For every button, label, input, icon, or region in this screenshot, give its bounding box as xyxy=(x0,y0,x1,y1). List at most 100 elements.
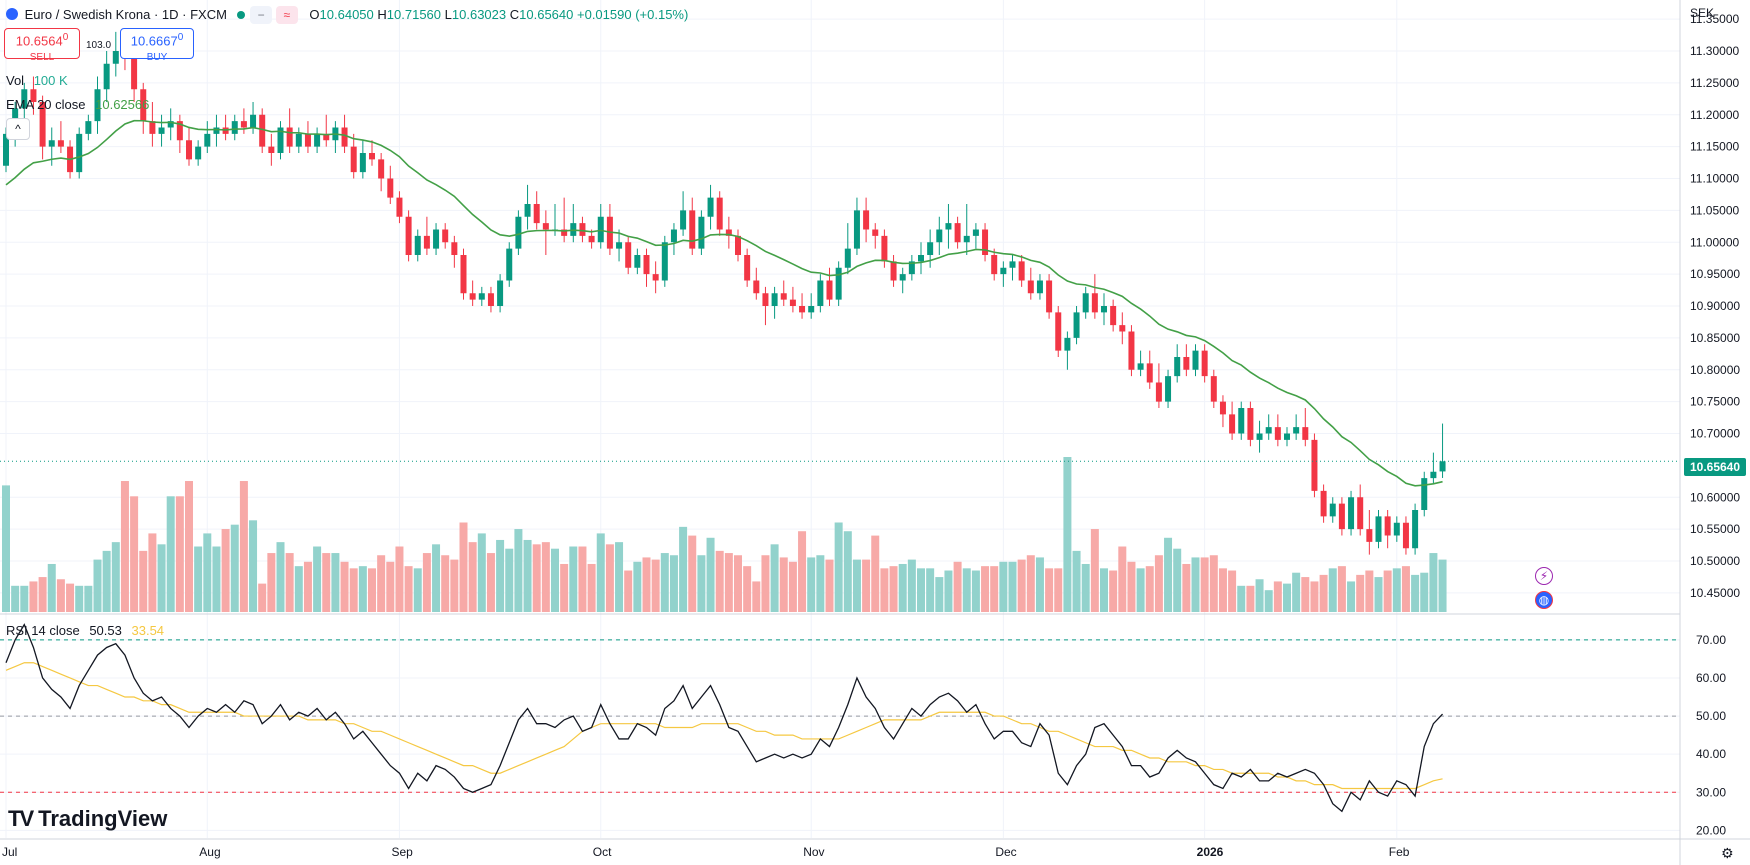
volume-bar xyxy=(75,585,84,612)
candle-body xyxy=(231,121,238,134)
candle-body xyxy=(286,127,293,147)
volume-bar xyxy=(917,568,925,612)
rsi-axis-label: 60.00 xyxy=(1696,671,1726,685)
candle-body xyxy=(1338,503,1345,530)
candle-body xyxy=(1201,350,1208,377)
currency-selector[interactable]: SEK xyxy=(1690,6,1714,20)
candle-body xyxy=(680,210,687,230)
volume-bar xyxy=(1164,537,1173,612)
candle-body xyxy=(1384,516,1391,536)
volume-bar xyxy=(1319,574,1328,612)
volume-bar xyxy=(1063,457,1072,612)
candle-body xyxy=(1430,471,1437,479)
candle-body xyxy=(1284,433,1290,440)
candle-body xyxy=(94,89,101,122)
tradingview-logo[interactable]: TV TradingView xyxy=(8,806,167,832)
volume-bar xyxy=(1411,574,1420,612)
approx-button[interactable]: ≈ xyxy=(275,6,298,24)
candle-body xyxy=(433,229,440,249)
volume-bar xyxy=(130,496,139,612)
candle-body xyxy=(1064,337,1071,351)
buy-button[interactable]: 10.66670 BUY xyxy=(120,28,194,63)
candle-body xyxy=(85,121,92,134)
candle-body xyxy=(1110,306,1117,326)
volume-bar xyxy=(185,481,193,612)
volume-bar xyxy=(20,585,29,612)
sell-label: SELL xyxy=(29,52,55,64)
candle-body xyxy=(405,216,412,255)
volume-bar xyxy=(1228,570,1237,612)
volume-bar xyxy=(514,529,523,612)
volume-bar xyxy=(734,555,742,612)
volume-bar xyxy=(807,557,816,612)
ema-legend[interactable]: EMA 20 close 10.62566 xyxy=(6,97,149,112)
minus-button[interactable]: − xyxy=(250,6,273,24)
volume-bar xyxy=(1401,566,1410,612)
volume-legend[interactable]: Vol 100 K xyxy=(6,73,68,88)
time-axis-label: 2026 xyxy=(1197,845,1224,859)
price-axis-label: 10.85000 xyxy=(1690,331,1740,345)
volume-bar xyxy=(990,566,999,612)
candle-body xyxy=(186,140,192,160)
candle-body xyxy=(661,242,668,281)
candle-body xyxy=(359,153,366,173)
volume-bar xyxy=(743,566,752,612)
volume-bar xyxy=(871,535,880,612)
candle-body xyxy=(1174,357,1181,377)
volume-value: 100 K xyxy=(33,73,68,88)
candle-body xyxy=(1375,516,1382,542)
candle-body xyxy=(1274,427,1281,440)
open-label: O xyxy=(309,7,320,22)
candle-body xyxy=(3,133,9,166)
ema-label: EMA 20 close xyxy=(6,97,86,112)
close-label: C xyxy=(509,7,520,22)
candle-body xyxy=(460,255,467,294)
volume-bar xyxy=(368,568,376,612)
volume-bar xyxy=(843,531,852,612)
volume-bar xyxy=(212,546,221,612)
volume-label: Vol xyxy=(6,73,25,88)
volume-bar xyxy=(349,568,358,612)
collapse-legend-button[interactable]: ^ xyxy=(6,118,30,140)
volume-bars xyxy=(2,457,1447,612)
candle-body xyxy=(735,235,741,255)
volume-bar xyxy=(1045,568,1054,612)
settings-gear-icon[interactable]: ⚙ xyxy=(1721,845,1734,861)
volume-bar xyxy=(11,585,20,612)
candle-body xyxy=(387,178,394,198)
price-axis-label: 11.20000 xyxy=(1690,108,1739,122)
volume-bar xyxy=(276,542,285,612)
volume-bar xyxy=(1301,577,1310,612)
candle-body xyxy=(991,255,998,275)
volume-bar xyxy=(221,529,230,612)
volume-bar xyxy=(102,550,111,612)
candle-body xyxy=(506,248,513,281)
candle-body xyxy=(927,242,934,255)
candle-body xyxy=(972,229,979,236)
globe-icon[interactable]: ◍ xyxy=(1535,591,1553,609)
volume-bar xyxy=(1273,581,1282,612)
volume-bar xyxy=(981,566,990,612)
candle-body xyxy=(240,121,247,128)
candle-body xyxy=(1192,350,1199,370)
rsi-legend[interactable]: RSI 14 close 50.53 33.54 xyxy=(6,623,164,638)
volume-bar xyxy=(935,577,944,612)
volume-bar xyxy=(249,520,258,612)
buy-price: 10.6667 xyxy=(130,33,178,49)
sell-button[interactable]: 10.65640 SELL xyxy=(4,28,80,63)
volume-bar xyxy=(615,542,624,612)
candle-body xyxy=(1091,293,1098,313)
volume-bar xyxy=(1017,559,1026,612)
lightning-icon[interactable]: ⚡ xyxy=(1535,567,1553,585)
candle-body xyxy=(304,133,311,147)
volume-bar xyxy=(761,555,770,612)
candle-body xyxy=(982,229,989,255)
volume-bar xyxy=(697,555,706,612)
volume-bar xyxy=(752,581,761,612)
symbol-title[interactable]: Euro / Swedish Krona · 1D · FXCM xyxy=(24,7,227,22)
candle-body xyxy=(844,248,851,268)
volume-bar xyxy=(267,553,276,612)
candle-body xyxy=(314,133,321,147)
